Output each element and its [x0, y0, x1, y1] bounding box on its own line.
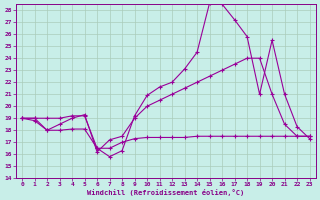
X-axis label: Windchill (Refroidissement éolien,°C): Windchill (Refroidissement éolien,°C) — [87, 189, 244, 196]
